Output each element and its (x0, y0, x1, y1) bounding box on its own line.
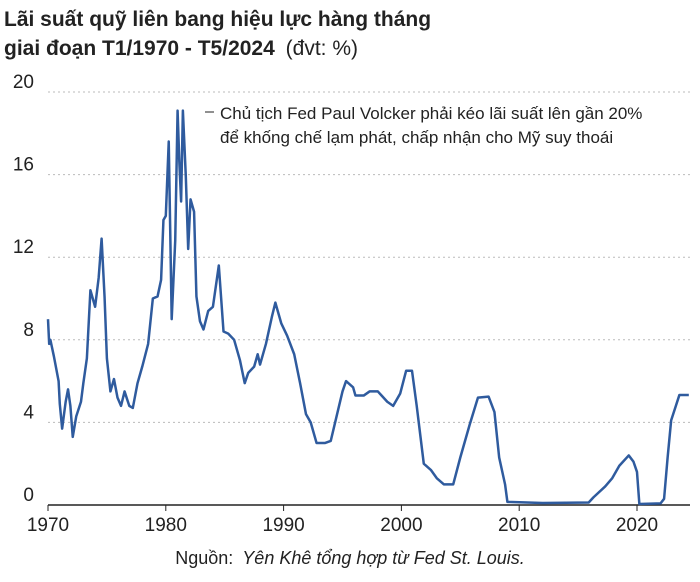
source: Nguồn: Yên Khê tổng hợp từ Fed St. Louis… (175, 548, 525, 568)
line (46, 109, 689, 506)
annotation: Chủ tịch Fed Paul Volcker phải kéo lãi s… (220, 104, 642, 123)
source-prefix: Nguồn: (175, 548, 233, 568)
chart-title: Lãi suất quỹ liên bang hiệu lực hàng thá… (4, 8, 431, 31)
subtitle-line: giai đoạn T1/1970 - T5/2024 (đvt: %) (4, 37, 358, 60)
x-tick-label: 1970 (27, 515, 69, 536)
y-tick-label: 16 (13, 155, 34, 176)
y-tick-label: 4 (23, 402, 34, 423)
y-tick-label: 12 (13, 237, 34, 258)
x-tick-label: 1980 (145, 515, 187, 536)
y-tick-label: 20 (13, 72, 34, 93)
unit-note: (đvt: %) (286, 37, 358, 60)
source-text: Yên Khê tổng hợp từ Fed St. Louis. (242, 548, 524, 568)
x-tick-label: 1990 (262, 515, 304, 536)
y-tick-label: 0 (23, 485, 34, 506)
x-tick-label: 2020 (616, 515, 658, 536)
x-tick-label: 2010 (498, 515, 540, 536)
annotation: để khống chế lạm phát, chấp nhận cho Mỹ … (220, 128, 613, 147)
y-tick-label: 8 (23, 320, 34, 341)
x-tick-label: 2000 (380, 515, 422, 536)
chart-subtitle: giai đoạn T1/1970 - T5/2024 (4, 37, 275, 60)
